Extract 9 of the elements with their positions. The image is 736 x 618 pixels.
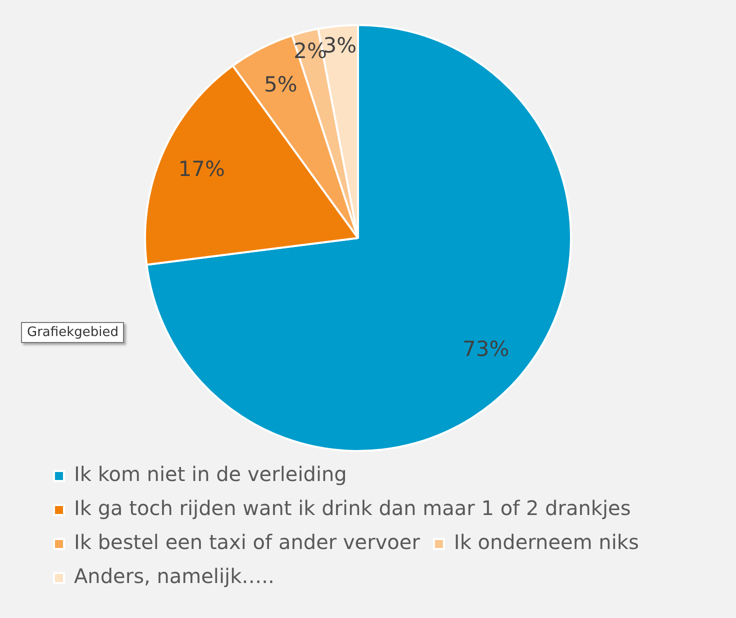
- data-label: 73%: [462, 337, 510, 362]
- legend-label: Ik bestel een taxi of ander vervoer: [74, 530, 421, 554]
- text: Grafiekgebied: [21, 322, 124, 343]
- data-label: 17%: [178, 156, 225, 181]
- legend-label: Ik ga toch rijden want ik drink dan maar 1 of 2 drankjes: [74, 496, 631, 520]
- legend-label: Ik kom niet in de verleiding: [74, 462, 347, 486]
- legend-label: Ik onderneem niks: [454, 530, 639, 554]
- legend-label: Anders, namelijk…..: [74, 564, 274, 588]
- data-label: 5%: [264, 72, 298, 97]
